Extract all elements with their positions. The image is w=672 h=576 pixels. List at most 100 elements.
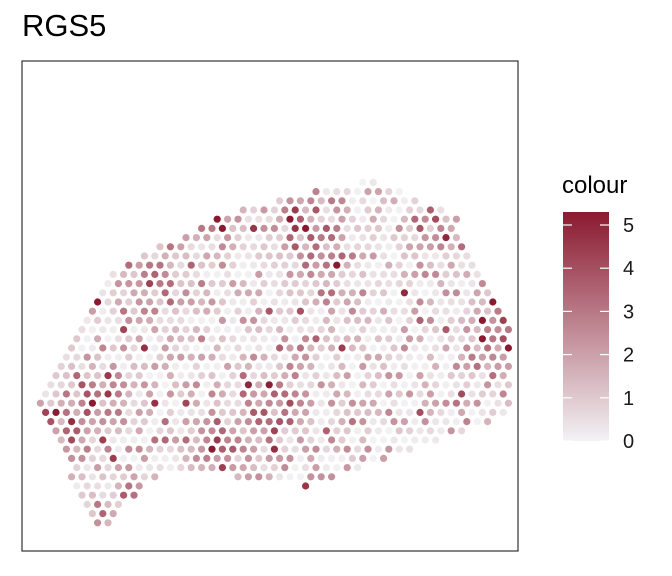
spot-point <box>161 454 169 462</box>
spot-point <box>328 215 336 223</box>
spot-point <box>317 326 325 334</box>
spot-point <box>447 298 455 306</box>
spot-point <box>406 280 414 288</box>
spot-point <box>146 298 154 306</box>
spot-point <box>348 270 356 278</box>
spot-point <box>224 326 232 334</box>
spot-point <box>276 270 284 278</box>
spot-point <box>125 408 133 416</box>
spot-point <box>354 390 362 398</box>
spot-point <box>343 261 351 269</box>
spot-point <box>255 399 263 407</box>
spot-point <box>452 252 460 260</box>
spot-point <box>400 307 408 315</box>
spot-point <box>307 270 315 278</box>
spot-point <box>489 335 497 343</box>
spot-point <box>276 326 284 334</box>
spot-point <box>224 381 232 389</box>
spot-point <box>437 243 445 251</box>
spot-point <box>229 427 237 435</box>
spot-point <box>322 353 330 361</box>
spot-point <box>406 372 414 380</box>
spot-point <box>380 418 388 426</box>
spot-point <box>156 464 164 472</box>
spot-point <box>68 399 76 407</box>
spot-point <box>333 408 341 416</box>
spot-point <box>187 280 195 288</box>
spot-point <box>88 362 96 370</box>
spot-point <box>260 372 268 380</box>
spot-point <box>260 280 268 288</box>
spot-point <box>104 445 112 453</box>
spot-point <box>94 482 102 490</box>
spot-point <box>432 215 440 223</box>
spot-point <box>395 445 403 453</box>
spot-point <box>364 445 372 453</box>
spot-point <box>125 372 133 380</box>
spot-point <box>224 270 232 278</box>
spot-point <box>281 280 289 288</box>
spot-point <box>187 316 195 324</box>
spot-point <box>244 454 252 462</box>
spot-point <box>281 372 289 380</box>
spot-point <box>208 372 216 380</box>
spot-point <box>250 353 258 361</box>
spot-point <box>400 399 408 407</box>
spot-point <box>348 289 356 297</box>
spot-point <box>468 335 476 343</box>
spot-point <box>281 427 289 435</box>
spot-point <box>286 436 294 444</box>
spot-point <box>291 261 299 269</box>
spot-point <box>312 206 320 214</box>
spot-point <box>468 372 476 380</box>
spot-point <box>296 252 304 260</box>
spot-point <box>322 408 330 416</box>
spot-point <box>120 289 128 297</box>
spot-point <box>130 399 138 407</box>
spot-point <box>504 381 512 389</box>
spot-point <box>307 344 315 352</box>
spot-point <box>244 289 252 297</box>
spot-point <box>426 335 434 343</box>
spot-point <box>270 390 278 398</box>
spot-point <box>302 243 310 251</box>
spot-point <box>437 353 445 361</box>
spot-point <box>499 353 507 361</box>
spot-point <box>276 399 284 407</box>
spot-point <box>88 509 96 518</box>
spot-point <box>234 473 242 481</box>
spot-point <box>359 381 367 389</box>
spot-point <box>291 335 299 343</box>
spot-point <box>328 344 336 352</box>
spot-point <box>281 298 289 306</box>
spot-point <box>203 418 211 426</box>
spot-point <box>140 252 148 260</box>
spot-point <box>374 408 382 416</box>
spot-point <box>265 473 273 481</box>
spot-point <box>78 454 86 462</box>
spot-point <box>218 298 226 306</box>
spot-point <box>276 234 284 242</box>
spot-point <box>390 362 398 370</box>
spot-point <box>135 280 143 288</box>
spot-point <box>99 399 107 407</box>
spot-point <box>68 362 76 370</box>
spot-point <box>78 362 86 370</box>
spot-point <box>88 473 96 481</box>
spot-point <box>172 344 180 352</box>
spot-point <box>161 436 169 444</box>
spot-point <box>286 454 294 462</box>
spot-point <box>177 261 185 269</box>
spot-point <box>463 344 471 352</box>
spot-point <box>187 427 195 435</box>
spot-point <box>172 307 180 315</box>
spot-point <box>312 353 320 361</box>
spot-point <box>135 298 143 306</box>
spot-point <box>385 445 393 453</box>
spot-point <box>234 326 242 334</box>
spot-point <box>416 353 424 361</box>
spot-point <box>151 399 159 407</box>
spot-point <box>489 408 497 416</box>
spot-point <box>125 316 133 324</box>
spot-point <box>426 353 434 361</box>
